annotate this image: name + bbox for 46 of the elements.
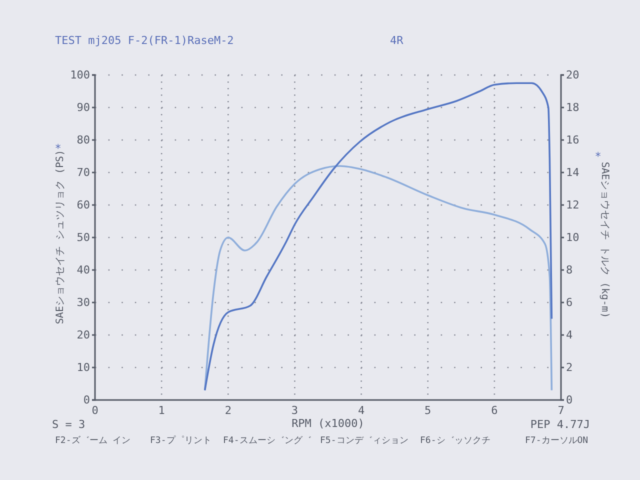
chart-title: TEST mj205 F-2(FR-1)RaseM-2: [55, 34, 234, 47]
y-tick-label: 80: [76, 134, 90, 147]
y-tick-label: 90: [76, 101, 90, 114]
y-tick-label: 100: [70, 68, 90, 82]
text: F2-ズ゛ーム イン: [55, 435, 131, 446]
y-tick-label: 40: [76, 264, 90, 277]
y2-tick-label: 18: [566, 101, 580, 114]
y2-tick-label: 0: [566, 394, 573, 407]
y2-tick-label: 14: [566, 166, 580, 180]
x-tick-label: 6: [491, 404, 498, 417]
text: PEP 4.77J: [530, 418, 590, 431]
line-series: [204, 165, 553, 392]
text: F5-コンデ゛ィション: [320, 436, 408, 446]
y-tick-label: 20: [76, 328, 90, 342]
y-tick-label: 10: [76, 361, 90, 374]
y2-tick-label: 10: [566, 231, 580, 244]
y-axis-title: SAEショウセイチ シュツリョク (PS): [55, 150, 66, 324]
x-tick-label: 3: [291, 404, 298, 417]
x-tick-label: 5: [424, 404, 432, 417]
y-tick-label: 50: [76, 231, 90, 244]
y2-tick-label: 12: [566, 198, 580, 212]
x-tick-label: 4: [358, 404, 365, 417]
x-axis-title: RPM (x1000): [292, 417, 364, 430]
y-tick-label: 30: [76, 296, 90, 310]
y2-tick-label: 8: [566, 264, 573, 277]
y2-axis-title: SAEショウセイチ トルク (kg-m): [599, 162, 610, 318]
x-tick-label: 0: [92, 404, 98, 417]
text: F3-プ゜リント: [150, 435, 212, 446]
text: F6-シ゛ッソクチ: [420, 436, 490, 446]
text: F4-スムーシ゛ング゛: [223, 435, 312, 446]
y-tick-label: 0: [83, 394, 90, 407]
y2-tick-label: 20: [566, 68, 580, 82]
y2-tick-label: 4: [566, 328, 573, 342]
text: *: [594, 150, 602, 163]
x-tick-label: 1: [158, 404, 165, 417]
x-tick-label: 2: [224, 404, 232, 417]
text: S = 3: [52, 418, 86, 431]
y2-tick-label: 2: [566, 361, 573, 374]
line-series: [204, 82, 553, 392]
y2-tick-label: 6: [566, 296, 573, 310]
y2-tick-label: 16: [566, 134, 580, 147]
y-tick-label: 60: [76, 198, 90, 212]
chart-subtitle: 4R: [390, 34, 404, 47]
y-tick-label: 70: [76, 166, 90, 180]
text: F7-カーソルON: [525, 436, 588, 446]
x-tick-label: 7: [558, 404, 564, 417]
